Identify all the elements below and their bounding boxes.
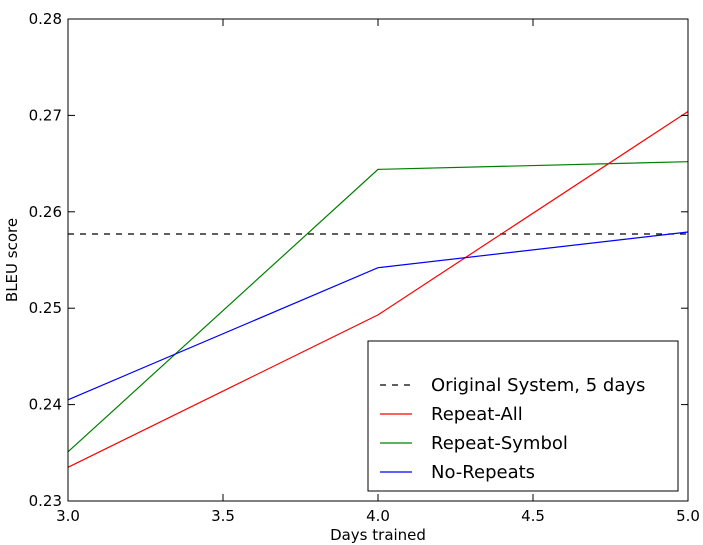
legend: Original System, 5 days Repeat-All Repeat-… (367, 340, 679, 492)
series-layer (67, 110, 689, 468)
x-axis-label: Days trained (330, 526, 426, 544)
y-tick-label: 0.24 (29, 396, 62, 414)
y-tick-label: 0.25 (29, 299, 62, 317)
x-tick-label: 5.0 (676, 507, 700, 525)
legend-label-2: Repeat-Symbol (431, 433, 568, 454)
series-line-3 (67, 231, 689, 401)
y-tick-label: 0.28 (29, 10, 62, 28)
x-tick-label: 3.0 (56, 507, 80, 525)
series-line-2 (67, 161, 689, 453)
x-tick-label: 4.0 (366, 507, 390, 525)
y-tick-label: 0.27 (29, 106, 62, 124)
series-line-1 (67, 110, 689, 468)
y-axis-label: BLEU score (3, 218, 21, 302)
x-tick-label: 3.5 (211, 507, 235, 525)
y-tick-label: 0.23 (29, 492, 62, 510)
legend-label-0: Original System, 5 days (431, 375, 645, 396)
x-tick-label: 4.5 (521, 507, 545, 525)
legend-label-1: Repeat-All (431, 404, 523, 425)
ticks-layer: 3.0 3.5 4.0 4.5 5.0 0.23 0.24 0.25 0.26 0.27 0.28 (29, 10, 700, 525)
legend-box (367, 340, 679, 492)
legend-label-3: No-Repeats (431, 462, 535, 483)
y-tick-label: 0.26 (29, 203, 62, 221)
